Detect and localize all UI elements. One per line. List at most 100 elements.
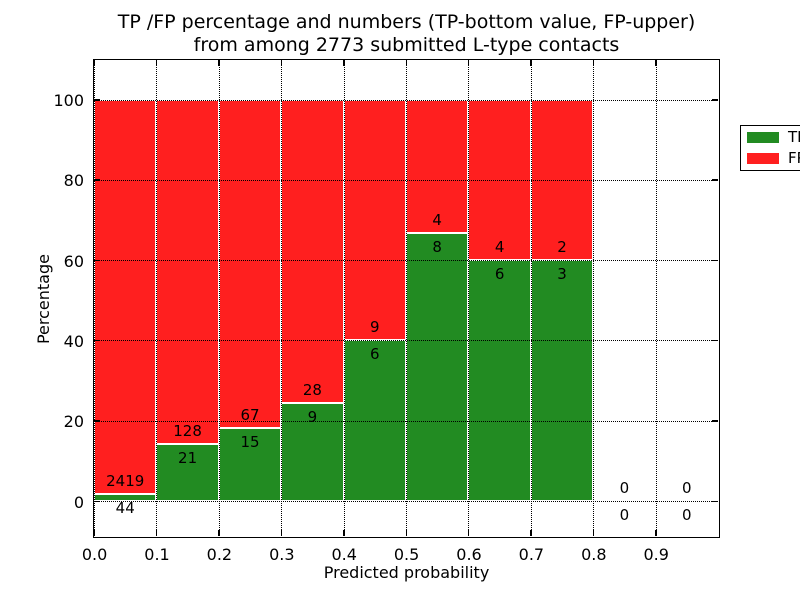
x-tick-mark-top [155, 60, 158, 66]
bar-count-label-fp: 0 [682, 479, 692, 497]
bar-count-label-fp: 28 [302, 381, 322, 400]
bar-count-label-fp: 67 [240, 405, 260, 424]
x-tick-mark-top [530, 60, 532, 66]
bar-segment-tp [468, 260, 531, 501]
gridline-vertical [343, 60, 345, 536]
gridline-vertical [406, 60, 407, 536]
legend-entry-tp: TP [747, 128, 800, 147]
gridline-vertical [94, 60, 95, 536]
bar-count-label-fp: 128 [173, 422, 202, 441]
y-tick-mark-right [712, 420, 718, 422]
x-tick-mark-top [93, 60, 95, 66]
x-tick-mark-top [218, 60, 220, 66]
bar-count-label-tp: 15 [240, 432, 260, 451]
bar-count-label-tp: 3 [557, 265, 567, 284]
bar-segment-tp [281, 403, 344, 501]
bar-segment-tp [530, 260, 594, 501]
y-tick-mark-right [712, 339, 718, 342]
y-tick-label: 20 [63, 412, 84, 432]
bar-segment-fp [156, 99, 219, 445]
y-tick-mark-left [94, 259, 100, 262]
y-tick-label: 0 [73, 492, 84, 512]
bar-count-label-tp: 21 [178, 449, 198, 468]
gridline-vertical [156, 60, 158, 536]
legend-label-fp: FP [788, 149, 800, 167]
bar-count-label-tp: 8 [432, 238, 442, 257]
y-tick-mark-left [94, 99, 100, 101]
x-tick-mark-bottom [467, 530, 470, 536]
y-tick-label: 80 [63, 171, 84, 191]
x-tick-mark-bottom [655, 530, 657, 536]
y-tick-mark-right [712, 99, 718, 101]
x-tick-mark-bottom [343, 530, 345, 536]
bar-count-label-tp: 44 [115, 498, 135, 517]
plot-inner: 2419 44 128 21 67 15 28 9 9 6 4 8 4 6 2 3 0 0 0 0 [93, 60, 718, 536]
x-tick-label: 0.2 [206, 545, 233, 564]
x-tick-mark-top [343, 60, 345, 66]
bar-count-label-fp: 4 [432, 211, 442, 230]
x-tick-label: 0.5 [393, 545, 420, 564]
bar-count-label-fp: 9 [370, 318, 380, 337]
bar-segment-fp [94, 99, 157, 494]
gridline-vertical [530, 60, 532, 536]
x-tick-label: 0.3 [269, 545, 295, 564]
x-tick-label: 0.6 [456, 545, 482, 564]
gridline-vertical [281, 60, 283, 536]
y-tick-label: 60 [63, 251, 84, 271]
x-axis-label: Predicted probability [323, 563, 490, 582]
bar-count-label-fp: 4 [494, 238, 505, 257]
y-tick-mark-right [712, 259, 718, 262]
bar-segment-tp [156, 444, 219, 501]
bar-segment-fp [218, 99, 282, 428]
plot-area: 2419 44 128 21 67 15 28 9 9 6 4 8 4 6 2 3 0 0 0 0 TP FP [93, 59, 800, 538]
x-tick-label: 0.9 [643, 545, 669, 564]
gridline-vertical [468, 60, 470, 536]
y-tick-label: 40 [63, 332, 84, 351]
y-tick-mark-left [94, 339, 100, 342]
x-tick-mark-bottom [93, 530, 95, 536]
chart-title-line1: TP /FP percentage and numbers (TP-bottom… [117, 11, 696, 33]
x-tick-mark-bottom [280, 530, 283, 536]
y-tick-mark-right [712, 500, 718, 502]
bar-count-label-tp: 6 [370, 345, 380, 364]
legend-entry-fp: FP [747, 149, 800, 168]
x-tick-label: 0.7 [518, 545, 545, 564]
x-tick-mark-top [405, 60, 407, 66]
x-tick-mark-bottom [530, 530, 532, 536]
legend: TP FP [740, 125, 800, 171]
y-tick-label: 100 [53, 91, 84, 111]
gridline-vertical [218, 60, 220, 536]
legend-label-tp: TP [788, 128, 800, 146]
bar-count-label-fp: 2419 [106, 471, 145, 490]
y-tick-mark-left [94, 500, 100, 502]
bar-count-label-tp: 6 [494, 265, 505, 284]
x-tick-mark-bottom [405, 530, 407, 536]
x-tick-mark-top [592, 60, 595, 66]
bar-segment-tp [406, 233, 469, 501]
y-tick-mark-right [712, 179, 718, 181]
bar-count-label-fp: 0 [619, 479, 630, 497]
x-tick-mark-top [280, 60, 283, 66]
bar-count-label-tp: 9 [307, 408, 318, 427]
bar-segment-fp [281, 99, 344, 404]
x-tick-mark-bottom [592, 530, 595, 536]
bar-count-label-tp: 0 [682, 506, 692, 524]
x-tick-label: 0.1 [144, 545, 170, 564]
x-tick-label: 0.0 [81, 545, 108, 564]
bar-count-label-tp: 0 [619, 506, 630, 524]
y-tick-mark-left [94, 179, 100, 181]
bar-count-label-fp: 2 [557, 238, 567, 257]
gridline-vertical [593, 60, 595, 536]
x-tick-label: 0.4 [331, 545, 357, 564]
x-tick-mark-bottom [218, 530, 220, 536]
y-tick-mark-left [94, 420, 100, 422]
fp-swatch-icon [747, 153, 779, 164]
bar-segment-fp [343, 99, 406, 341]
tp-swatch-icon [747, 132, 779, 143]
chart-title-line2: from among 2773 submitted L-type contact… [193, 34, 620, 56]
y-axis-label: Percentage [34, 254, 53, 345]
x-tick-mark-bottom [155, 530, 158, 536]
x-tick-mark-top [655, 60, 657, 66]
x-tick-mark-top [467, 60, 470, 66]
